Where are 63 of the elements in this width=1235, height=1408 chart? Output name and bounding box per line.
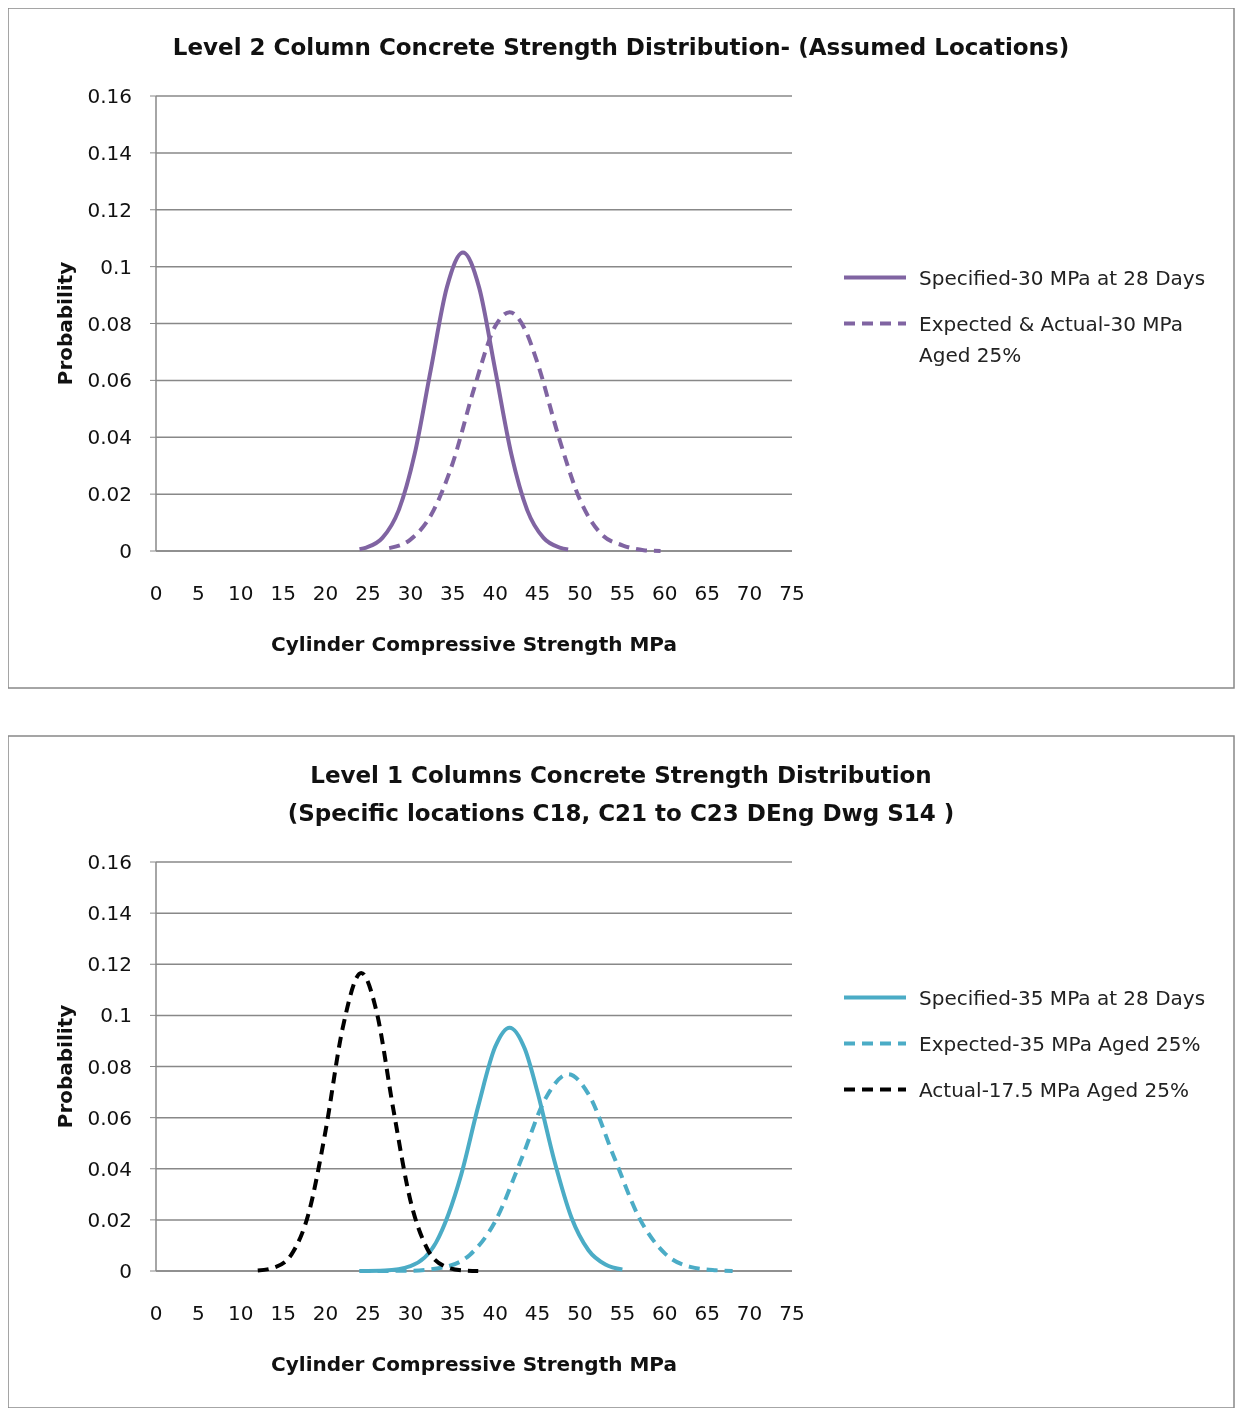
x-tick-label: 35	[440, 581, 466, 605]
x-tick-label: 60	[652, 581, 678, 605]
legend-label: Specified-35 MPa at 28 Days	[919, 985, 1206, 1010]
y-tick-label: 0.12	[87, 952, 132, 977]
x-tick-label: 75	[779, 1301, 805, 1325]
y-tick-label: 0.16	[87, 850, 132, 874]
x-tick-label: 5	[192, 581, 205, 605]
legend-label: Expected & Actual-30 MPa Aged 25%	[919, 311, 1183, 367]
x-tick-label: 50	[567, 1301, 593, 1325]
x-tick-label: 20	[312, 1301, 339, 1325]
y-tick-label: 0.06	[87, 368, 132, 393]
y-tick-label: 0.1	[100, 1003, 132, 1028]
y-tick-label: 0	[119, 1259, 132, 1283]
x-tick-label: 10	[228, 581, 254, 605]
x-tick-label: 70	[736, 581, 763, 605]
x-tick-label: 20	[312, 581, 339, 605]
y-axis-title: Probability	[53, 261, 77, 386]
x-tick-label: 15	[270, 1301, 296, 1325]
x-tick-label: 25	[355, 1301, 381, 1325]
legend-label: Actual-17.5 MPa Aged 25%	[919, 1077, 1189, 1102]
x-tick-label: 40	[482, 581, 508, 605]
y-tick-label: 0.04	[87, 1156, 132, 1181]
y-tick-label: 0.16	[87, 84, 132, 108]
y-tick-label: 0.02	[87, 1207, 132, 1232]
x-tick-label: 25	[355, 581, 381, 605]
x-tick-label: 15	[270, 581, 296, 605]
x-tick-label: 10	[228, 1301, 254, 1325]
chart-title: Level 2 Column Concrete Strength Distribution- (Assumed Locations)	[172, 34, 1070, 60]
x-tick-label: 60	[652, 1301, 678, 1325]
chart-subtitle: (Specific locations C18, C21 to C23 DEng Dwg S14 )	[287, 800, 955, 826]
y-tick-label: 0.02	[87, 482, 132, 507]
x-tick-label: 65	[694, 581, 720, 605]
x-axis-title: Cylinder Compressive Strength MPa	[271, 1352, 677, 1376]
x-tick-label: 45	[524, 581, 551, 605]
x-tick-label: 30	[397, 581, 424, 605]
x-tick-label: 65	[694, 1301, 720, 1325]
legend-label: Specified-30 MPa at 28 Days	[919, 265, 1206, 290]
x-tick-label: 0	[149, 1301, 163, 1325]
x-tick-label: 50	[567, 581, 593, 605]
chart-title: Level 1 Columns Concrete Strength Distribution	[310, 762, 932, 788]
y-axis-title: Probability	[53, 1004, 77, 1129]
y-tick-label: 0.04	[87, 425, 132, 450]
y-tick-label: 0.14	[87, 901, 132, 926]
x-tick-label: 70	[736, 1301, 763, 1325]
y-tick-label: 0.14	[87, 140, 132, 165]
x-tick-label: 75	[779, 581, 805, 605]
x-tick-label: 0	[149, 581, 163, 605]
y-tick-label: 0.12	[87, 197, 132, 222]
x-axis-title: Cylinder Compressive Strength MPa	[271, 632, 677, 656]
y-tick-label: 0.06	[87, 1105, 132, 1130]
x-tick-label: 35	[440, 1301, 466, 1325]
x-tick-label: 40	[482, 1301, 508, 1325]
x-tick-label: 55	[609, 581, 636, 605]
y-tick-label: 0.08	[87, 1054, 132, 1079]
x-tick-label: 5	[192, 1301, 205, 1325]
y-tick-label: 0	[119, 539, 132, 563]
legend-label: Expected-35 MPa Aged 25%	[919, 1031, 1201, 1056]
line-series	[255, 970, 481, 1273]
x-tick-label: 55	[609, 1301, 636, 1325]
y-tick-label: 0.08	[87, 311, 132, 336]
y-tick-label: 0.1	[100, 254, 132, 279]
x-tick-label: 30	[397, 1301, 424, 1325]
x-tick-label: 45	[524, 1301, 551, 1325]
